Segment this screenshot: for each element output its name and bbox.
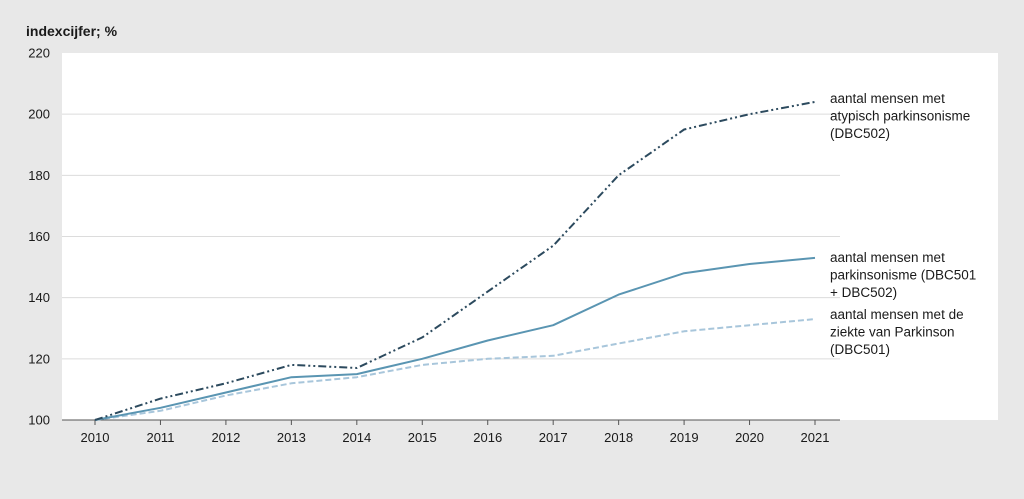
series-annotation-1-line-0: aantal mensen met [830,250,945,265]
grid-lines [62,113,840,421]
x-tick-2019: 2019 [670,430,699,445]
x-tick-2010: 2010 [81,430,110,445]
series-annotation-0-line-0: aantal mensen met [830,91,945,106]
x-tick-2016: 2016 [473,430,502,445]
y-tick-220: 220 [28,46,50,61]
series-annotation-0-line-1: atypisch parkinsonisme [830,109,970,124]
series-line-2 [94,318,816,421]
x-tick-2014: 2014 [342,430,371,445]
x-tick-2020: 2020 [735,430,764,445]
series-annotation-2-line-2: (DBC501) [830,342,890,357]
x-tick-2021: 2021 [801,430,830,445]
y-tick-labels: 100 120 140 160 180 200 220 [28,46,50,428]
y-tick-200: 200 [28,107,50,122]
series-annotation-2-line-1: ziekte van Parkinson [830,325,955,340]
series-annotation-1-line-2: + DBC502) [830,285,897,300]
series-annotation-2-line-0: aantal mensen met de [830,307,964,322]
series-annotation-1: aantal mensen met parkinsonisme (DBC501 + … [830,250,976,300]
series-lines [94,100,816,421]
y-tick-160: 160 [28,229,50,244]
series-line-1 [94,256,816,421]
x-tick-2015: 2015 [408,430,437,445]
series-annotations: aantal mensen met atypisch parkinsonisme (… [830,91,976,357]
x-tick-2011: 2011 [146,430,174,445]
x-tick-2017: 2017 [539,430,568,445]
x-tick-2018: 2018 [604,430,633,445]
y-tick-180: 180 [28,168,50,183]
series-annotation-0-line-2: (DBC502) [830,126,890,141]
x-tick-2012: 2012 [211,430,240,445]
series-line-0 [94,100,816,421]
x-tick-labels: 2010 2011 2012 2013 2014 2015 2016 2017 2018 2019… [81,420,830,445]
series-annotation-1-line-1: parkinsonisme (DBC501 [830,268,976,283]
y-tick-140: 140 [28,290,50,305]
y-tick-120: 120 [28,351,50,366]
series-annotation-2: aantal mensen met de ziekte van Parkinson… [830,307,964,357]
x-tick-2013: 2013 [277,430,306,445]
y-axis-label: indexcijfer; % [26,23,118,39]
series-annotation-0: aantal mensen met atypisch parkinsonisme (… [830,91,970,141]
y-tick-100: 100 [28,413,50,428]
